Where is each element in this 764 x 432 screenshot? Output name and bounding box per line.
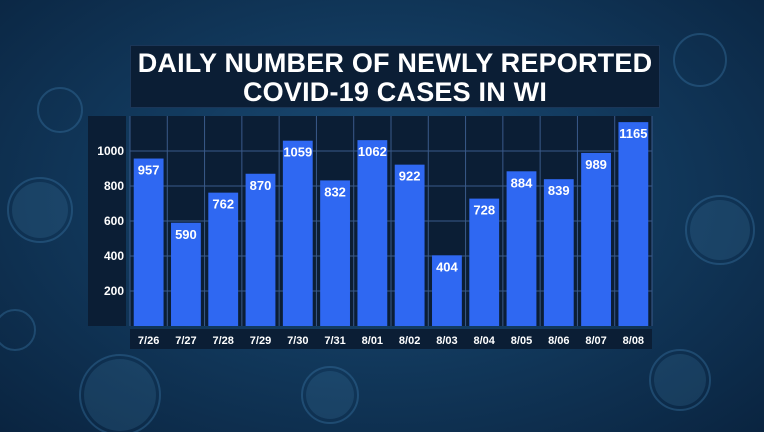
bar [171, 222, 201, 326]
y-tick-label: 600 [104, 214, 124, 228]
bar [245, 173, 276, 326]
category-labels: 7/26 7/27 7/28 7/29 7/30 7/31 8/01 8/02 8/03 8/04… [138, 335, 644, 347]
y-tick-label: 800 [104, 179, 124, 193]
category-strip [130, 329, 652, 349]
bar-value-label: 870 [250, 178, 272, 193]
category-label: 8/02 [399, 335, 420, 347]
bar-value-label: 404 [436, 259, 458, 274]
chart-title-line-2: COVID-19 CASES IN WI [242, 77, 548, 107]
bar [469, 198, 500, 326]
y-tick-label: 1000 [97, 144, 124, 158]
bar-value-label: 762 [212, 197, 234, 212]
category-label: 8/01 [362, 335, 383, 347]
bar-value-label: 1062 [358, 144, 387, 159]
bar [208, 192, 239, 326]
bar [320, 180, 350, 326]
category-label: 8/03 [436, 335, 457, 347]
category-label: 7/29 [250, 335, 271, 347]
bar-value-label: 884 [511, 175, 533, 190]
bar-value-label: 832 [324, 184, 346, 199]
bar-value-label: 728 [473, 203, 495, 218]
category-label: 7/28 [213, 335, 234, 347]
bar [282, 140, 313, 326]
bar-value-label: 989 [585, 157, 607, 172]
category-label: 7/26 [138, 335, 159, 347]
bar [618, 122, 649, 326]
bar [394, 164, 425, 326]
bar-value-label: 1059 [283, 145, 312, 160]
bar [543, 179, 574, 326]
category-label: 8/07 [585, 335, 606, 347]
bar-value-label: 922 [399, 169, 421, 184]
category-label: 7/31 [324, 335, 345, 347]
bar [432, 255, 462, 326]
bar-value-label: 957 [138, 163, 160, 178]
chart-title-box: DAILY NUMBER OF NEWLY REPORTED COVID-19 … [130, 45, 660, 108]
chart-title-line-1: DAILY NUMBER OF NEWLY REPORTED [137, 48, 653, 78]
bar [506, 171, 537, 326]
bar [581, 152, 611, 326]
y-tick-label: 200 [104, 284, 124, 298]
category-label: 8/06 [548, 335, 569, 347]
category-label: 8/05 [511, 335, 532, 347]
bar-value-label: 1165 [619, 126, 647, 141]
bar-value-label: 590 [175, 227, 197, 242]
bar [357, 140, 388, 326]
y-tick-labels: 200 400 600 800 1000 [97, 144, 124, 298]
bars [133, 122, 649, 326]
category-label: 8/08 [623, 335, 644, 347]
category-label: 8/04 [474, 335, 496, 347]
bar [133, 158, 164, 326]
bar-value-labels: 957 590 762 870 1059 832 1062 922 404 728 884 839 98… [138, 126, 648, 274]
y-axis-panel [88, 116, 126, 326]
category-label: 7/27 [175, 335, 196, 347]
category-label: 7/30 [287, 335, 308, 347]
y-tick-label: 400 [104, 249, 124, 263]
bar-value-label: 839 [548, 183, 570, 198]
